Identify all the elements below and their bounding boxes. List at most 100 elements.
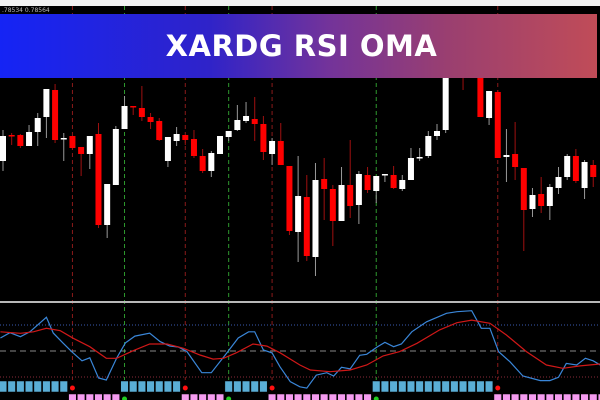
down-trend-block (580, 393, 589, 400)
candle-body (121, 106, 128, 129)
candle-body (407, 158, 414, 180)
candle-body (104, 184, 111, 225)
down-trend-block (597, 393, 600, 400)
buy-dot-icon (226, 396, 232, 400)
sell-dot-icon (182, 385, 188, 391)
candle-body (303, 197, 310, 256)
candle-body (182, 135, 189, 140)
up-trend-block (432, 380, 442, 393)
candle-body (217, 136, 223, 154)
down-trend-block (354, 393, 363, 400)
candle-body (546, 187, 553, 206)
candle-body (138, 108, 145, 117)
candle-body (355, 174, 362, 205)
sell-dot-icon (269, 385, 275, 391)
candle-body (572, 156, 579, 181)
up-trend-block (424, 380, 433, 393)
candle-body (416, 157, 423, 159)
up-trend-block (241, 380, 251, 393)
up-trend-block (155, 380, 164, 393)
down-trend-block (589, 393, 598, 400)
candle-body (434, 131, 440, 136)
candle-body (208, 153, 215, 171)
down-trend-block (328, 393, 337, 400)
buy-dot-icon (122, 396, 128, 400)
candle-body (347, 185, 354, 206)
up-trend-block (467, 380, 476, 393)
down-trend-block (111, 393, 120, 400)
up-trend-block (380, 380, 389, 393)
sell-dot-icon (495, 385, 501, 391)
panel-separator (0, 301, 600, 303)
down-trend-block (285, 393, 294, 400)
candle-body (43, 89, 50, 117)
candle-body (60, 138, 67, 140)
up-trend-block (441, 380, 450, 393)
candle-body (17, 135, 24, 146)
up-trend-block (51, 380, 60, 393)
rsi-line (0, 310, 600, 389)
down-trend-block (207, 393, 216, 400)
candle-body (364, 175, 371, 190)
down-trend-block (337, 393, 346, 400)
up-trend-block (476, 380, 485, 393)
candle-body (477, 65, 484, 117)
up-trend-block (389, 380, 398, 393)
up-trend-block (137, 380, 146, 393)
up-trend-block (129, 380, 138, 393)
candle-body (529, 195, 536, 209)
sell-dot-icon (69, 385, 75, 391)
candle-body (321, 179, 328, 189)
candle-body (156, 121, 163, 140)
candle-body (390, 175, 397, 188)
candle-body (173, 134, 180, 141)
up-trend-block (458, 380, 468, 393)
candle-body (147, 117, 154, 122)
up-trend-block (233, 380, 242, 393)
candle-body (338, 185, 345, 221)
candle-body (381, 174, 388, 176)
up-trend-block (372, 380, 381, 393)
up-trend-block (59, 380, 68, 393)
candle-body (78, 147, 85, 154)
candle-body (269, 141, 276, 154)
window-top-bar (0, 0, 600, 6)
candle-body (486, 91, 493, 118)
candle-body (425, 136, 432, 156)
candle-body (225, 131, 232, 137)
down-trend-block (554, 393, 563, 400)
candle-body (234, 120, 241, 130)
candle-body (251, 119, 258, 124)
candle-body (286, 166, 293, 231)
down-trend-block (320, 393, 329, 400)
buy-dot-icon (373, 396, 379, 400)
down-trend-block (571, 393, 580, 400)
down-trend-block (545, 393, 554, 400)
down-trend-block (77, 393, 86, 400)
price-quote: .78534 0.78564 (2, 7, 50, 14)
up-trend-block (224, 380, 233, 393)
candle-body (399, 180, 406, 189)
candle-body (538, 194, 545, 206)
up-trend-block (7, 380, 16, 393)
down-trend-block (493, 393, 502, 400)
up-trend-block (16, 380, 25, 393)
up-trend-block (120, 380, 129, 393)
candle-body (590, 165, 597, 177)
candle-body (581, 162, 588, 188)
candle-body (494, 92, 501, 158)
candle-body (8, 135, 15, 137)
candle-body (312, 180, 319, 257)
down-trend-block (528, 393, 537, 400)
down-trend-block (85, 393, 94, 400)
down-trend-block (103, 393, 112, 400)
down-trend-block (363, 393, 372, 400)
candle-body (52, 90, 59, 140)
up-trend-block (163, 380, 172, 393)
candle-body (86, 136, 93, 154)
down-trend-block (311, 393, 320, 400)
up-trend-block (42, 380, 51, 393)
down-trend-block (294, 393, 303, 400)
candle-body (95, 134, 102, 225)
